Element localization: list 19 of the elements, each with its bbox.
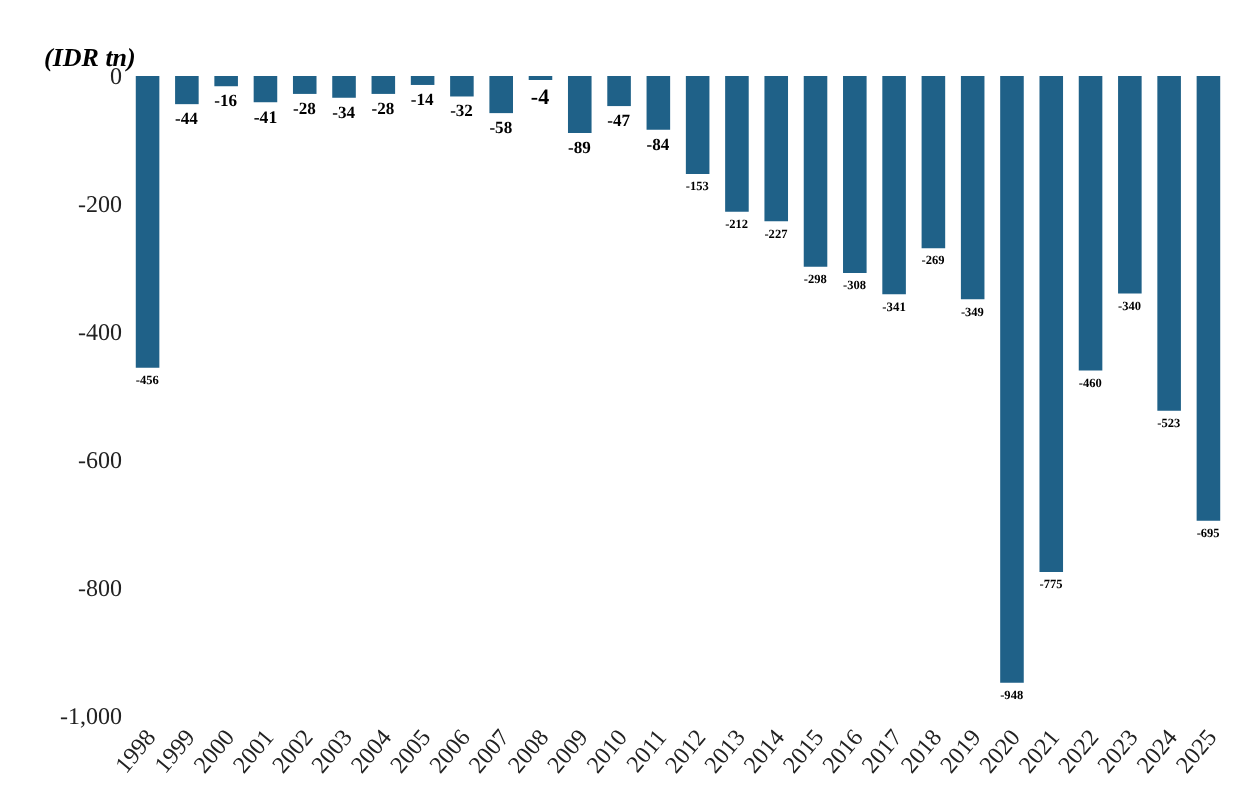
data-label: -16 <box>214 90 239 111</box>
y-axis-title: (IDR tn) <box>44 42 136 72</box>
y-tick-label: -800 <box>78 574 122 603</box>
data-label: -84 <box>646 133 671 154</box>
data-label: -4 <box>530 86 551 110</box>
y-tick-label: -600 <box>78 446 122 475</box>
y-tick-label: -1,000 <box>60 702 122 731</box>
data-label: -14 <box>410 88 436 109</box>
data-label: -47 <box>607 110 632 131</box>
data-label: -28 <box>292 97 316 118</box>
data-label: -41 <box>253 106 278 127</box>
data-label: -89 <box>567 136 591 157</box>
data-label: -44 <box>175 108 200 129</box>
data-label: -28 <box>371 97 395 118</box>
data-label: -58 <box>489 117 513 138</box>
y-tick-label: -200 <box>78 190 122 219</box>
data-label: -32 <box>450 100 473 121</box>
y-tick-label: -400 <box>78 318 122 347</box>
data-label: -34 <box>332 101 357 122</box>
